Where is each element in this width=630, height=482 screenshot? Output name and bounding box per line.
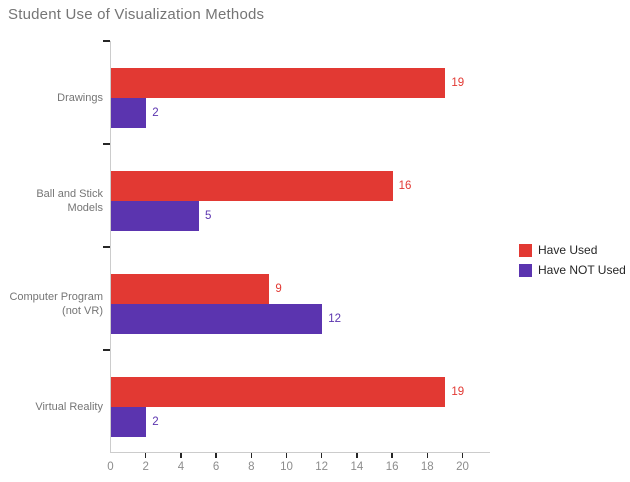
x-axis-tick (180, 453, 182, 458)
x-axis-tick (461, 453, 464, 458)
bar-have-not-used-computer-program-not-vr (111, 304, 323, 334)
x-axis-tick-label: 14 (350, 461, 364, 473)
x-axis-tick-label: 18 (420, 461, 434, 473)
value-label-have-not-used-computer-program-not-vr: 12 (328, 313, 341, 325)
x-axis-tick-label: 0 (107, 461, 114, 473)
x-axis-tick-label: 20 (456, 461, 469, 473)
legend-item-have-not-used[interactable]: Have NOT Used (519, 260, 626, 280)
category-label-virtual-reality: Virtual Reality (0, 400, 103, 414)
category-label-line: Virtual Reality (35, 401, 103, 413)
category-label-computer-program-not-vr: Computer Program (not VR) (0, 290, 103, 318)
legend-label-have-used: Have Used (538, 243, 598, 257)
bar-have-used-computer-program-not-vr (111, 274, 270, 304)
bar-have-used-ball-and-stick-models (111, 171, 393, 201)
bar-have-not-used-virtual-reality (111, 407, 147, 437)
x-axis-tick-label: 8 (248, 461, 255, 473)
bar-have-not-used-ball-and-stick-models (111, 201, 199, 231)
x-axis-tick (144, 453, 147, 458)
value-label-have-used-virtual-reality: 19 (451, 386, 465, 398)
category-label-drawings: Drawings (0, 91, 103, 105)
category-label-line: Drawings (57, 92, 103, 104)
category-label-line: Models (67, 202, 103, 214)
y-axis-tick (103, 349, 110, 351)
legend-item-have-used[interactable]: Have Used (519, 240, 626, 260)
x-axis-tick (250, 453, 253, 458)
value-label-have-not-used-ball-and-stick-models: 5 (205, 210, 212, 222)
legend-label-have-not-used: Have NOT Used (538, 263, 626, 277)
category-label-line: Ball and Stick (36, 188, 103, 200)
bar-have-used-drawings (111, 68, 446, 98)
value-label-have-used-computer-program-not-vr: 9 (275, 283, 282, 295)
legend: Have Used Have NOT Used (519, 240, 626, 280)
x-axis-tick-label: 6 (212, 461, 220, 473)
x-axis-tick-label: 12 (315, 461, 329, 473)
bar-have-used-virtual-reality (111, 377, 446, 407)
value-label-have-not-used-virtual-reality: 2 (152, 416, 159, 428)
y-axis-tick (103, 246, 110, 248)
x-axis-tick (285, 453, 288, 458)
value-label-have-used-ball-and-stick-models: 16 (398, 180, 412, 192)
x-axis-tick-label: 2 (142, 461, 149, 473)
category-label-line: Computer Program (9, 291, 103, 303)
x-axis-tick-label: 16 (385, 461, 399, 473)
y-axis-tick (103, 143, 110, 145)
legend-swatch-have-used (519, 243, 532, 257)
x-axis-tick (320, 453, 323, 458)
x-axis-tick-label: 10 (280, 461, 293, 473)
chart-title: Student Use of Visualization Methods (8, 6, 265, 23)
x-axis-tick (426, 453, 429, 458)
value-label-have-used-drawings: 19 (451, 77, 465, 89)
x-axis-line (110, 452, 490, 453)
category-label-line: (not VR) (62, 305, 103, 317)
value-label-have-not-used-drawings: 2 (152, 107, 159, 119)
x-axis-tick (391, 453, 393, 458)
category-label-ball-and-stick-models: Ball and Stick Models (0, 187, 103, 215)
plot-area: 19 2 16 5 9 12 19 2 0 2 4 6 8 10 12 14 16 18 20 (103, 40, 490, 473)
y-axis-line (110, 41, 111, 453)
x-axis-tick (215, 453, 217, 458)
y-axis-tick (103, 40, 110, 42)
legend-swatch-have-not-used (519, 263, 532, 277)
x-axis-tick (356, 453, 358, 458)
x-axis-tick-label: 4 (177, 461, 185, 473)
bar-have-not-used-drawings (111, 98, 147, 128)
